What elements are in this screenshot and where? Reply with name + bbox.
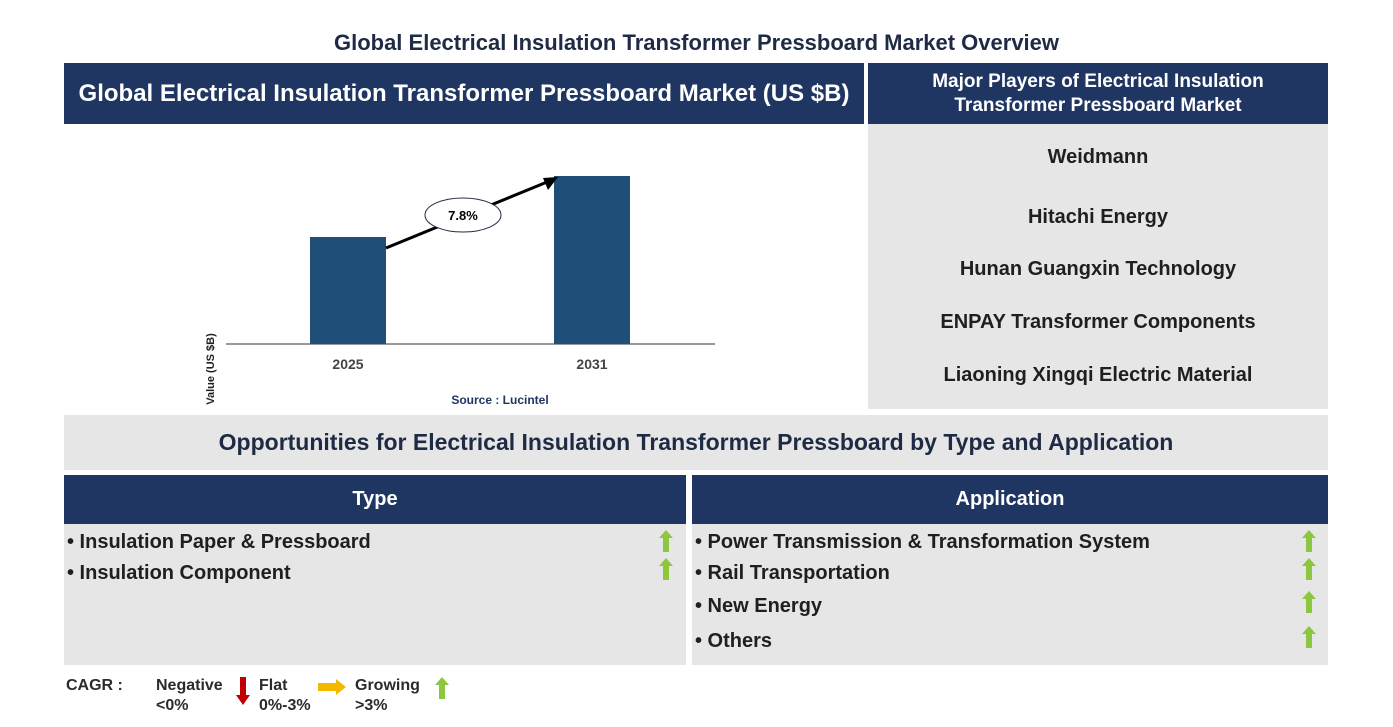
right-arrow-icon xyxy=(318,679,346,695)
bar-2025 xyxy=(310,236,386,344)
application-panel xyxy=(692,524,1328,665)
legend-flat-range: 0%-3% xyxy=(259,697,311,714)
player-item: ENPAY Transformer Components xyxy=(940,311,1256,333)
chart-header: Global Electrical Insulation Transformer… xyxy=(64,63,864,124)
legend-cagr-label: CAGR : xyxy=(66,677,123,694)
player-item: Weidmann xyxy=(1047,146,1149,168)
legend-growing: Growing >3% xyxy=(355,676,420,716)
legend-negative-label: Negative xyxy=(156,677,223,694)
players-header-line1: Major Players of Electrical Insulation xyxy=(932,70,1264,92)
legend-negative: Negative <0% xyxy=(156,676,223,716)
type-item: • Insulation Paper & Pressboard xyxy=(67,531,371,553)
application-item: • Others xyxy=(695,630,773,652)
players-header: Major Players of Electrical Insulation T… xyxy=(868,63,1328,124)
chart-ylabel: Value (US $B) xyxy=(205,333,217,405)
application-item: • Rail Transportation xyxy=(695,562,890,584)
chart-source: Source : Lucintel xyxy=(451,393,548,407)
legend-growing-range: >3% xyxy=(355,697,388,714)
type-item: • Insulation Component xyxy=(67,562,291,584)
up-arrow-icon xyxy=(435,677,449,699)
x-tick-label: 2025 xyxy=(332,356,363,372)
legend-flat-label: Flat xyxy=(259,677,288,694)
player-item: Hitachi Energy xyxy=(1027,206,1169,228)
application-item: • New Energy xyxy=(695,595,823,617)
application-header: Application xyxy=(692,475,1328,524)
up-arrow-icon xyxy=(1302,626,1316,648)
cagr-bubble xyxy=(424,197,502,233)
player-item: Liaoning Xingqi Electric Material xyxy=(943,364,1253,386)
up-arrow-icon xyxy=(1302,591,1316,613)
type-panel xyxy=(64,524,686,665)
down-arrow-icon xyxy=(236,677,250,705)
market-chart: Value (US $B) 2025 2031 7.8% Source : Luc… xyxy=(205,176,715,407)
cagr-label: 7.8% xyxy=(448,208,478,223)
type-header: Type xyxy=(64,475,686,524)
bar-2031 xyxy=(554,176,630,344)
opportunities-title: Opportunities for Electrical Insulation … xyxy=(64,415,1328,470)
application-item: • Power Transmission & Transformation Sy… xyxy=(695,531,1150,553)
page-title: Global Electrical Insulation Transformer… xyxy=(333,30,1060,55)
legend-negative-range: <0% xyxy=(156,697,189,714)
x-tick-label: 2031 xyxy=(576,356,607,372)
legend-flat: Flat 0%-3% xyxy=(259,676,311,716)
cagr-arrow-head xyxy=(543,177,558,190)
up-arrow-icon xyxy=(659,558,673,580)
player-item: Hunan Guangxin Technology xyxy=(959,258,1237,280)
legend-growing-label: Growing xyxy=(355,677,420,694)
up-arrow-icon xyxy=(659,530,673,552)
players-panel xyxy=(868,124,1328,409)
players-header-line2: Transformer Pressboard Market xyxy=(954,94,1242,116)
up-arrow-icon xyxy=(1302,558,1316,580)
up-arrow-icon xyxy=(1302,530,1316,552)
